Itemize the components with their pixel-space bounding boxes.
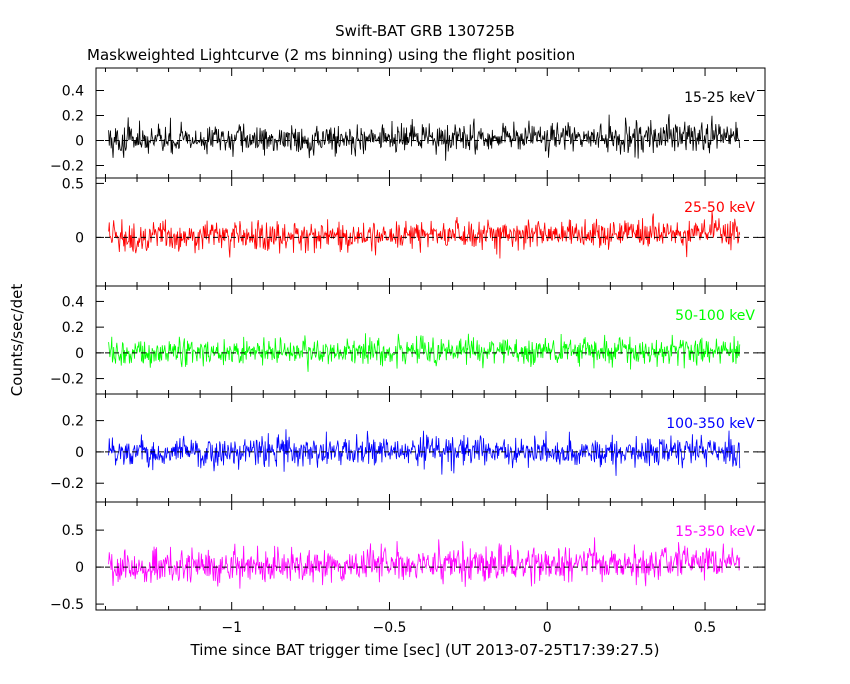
series-line-3	[108, 429, 741, 476]
y-tick-label-0-1: 0	[75, 134, 84, 150]
y-tick-label-1-0: 0	[75, 230, 84, 246]
y-tick-label-2-1: 0	[75, 346, 84, 362]
panel-frame-4	[95, 501, 766, 611]
chart-subtitle: Maskweighted Lightcurve (2 ms binning) u…	[87, 46, 575, 64]
y-tick-label-3-2: 0.2	[62, 414, 84, 430]
panel-3: −0.2 0 0.2 100-350 keV	[50, 393, 766, 503]
series-line-2	[108, 333, 741, 372]
panel-label-3: 100-350 keV	[666, 416, 755, 432]
x-tick-label-2: 0	[543, 620, 552, 636]
series-line-4	[108, 537, 741, 589]
panel-4: −0.5 0 0.5 15-350 keV	[50, 501, 766, 613]
y-tick-label-0-0: −0.2	[50, 159, 84, 175]
panel-0: −0.2 0 0.2 0.4 15-25 keV	[50, 67, 766, 179]
chart-title: Swift-BAT GRB 130725B	[335, 22, 515, 40]
x-tick-label-1: −0.5	[372, 620, 406, 636]
panel-2: −0.2 0 0.2 0.4 50-100 keV	[50, 285, 766, 395]
y-tick-label-3-1: 0	[75, 445, 84, 461]
panel-frame-0	[95, 67, 766, 179]
panel-label-4: 15-350 keV	[675, 524, 755, 540]
x-tick-label-3: 0.5	[694, 620, 716, 636]
series-line-1	[108, 211, 741, 259]
y-tick-label-1-1: 0.5	[62, 176, 84, 192]
panel-label-1: 25-50 keV	[684, 200, 755, 216]
y-tick-label-4-1: 0	[75, 560, 84, 576]
y-tick-label-0-2: 0.2	[62, 109, 84, 125]
series-line-0	[108, 114, 741, 161]
y-axis-label: Counts/sec/det	[8, 284, 26, 397]
y-tick-label-4-2: 0.5	[62, 523, 84, 539]
x-axis-label: Time since BAT trigger time [sec] (UT 20…	[190, 641, 660, 659]
panel-label-2: 50-100 keV	[675, 308, 755, 324]
y-tick-label-3-0: −0.2	[50, 476, 84, 492]
y-tick-label-0-3: 0.4	[62, 84, 84, 100]
panel-1: 0 0.5 25-50 keV	[62, 176, 766, 287]
panels-group: −0.2 0 0.2 0.4 15-25 keV 0 0.5 25-50 keV −0.2 0 0.…	[50, 67, 766, 636]
panel-frame-2	[95, 285, 766, 395]
y-tick-label-2-3: 0.4	[62, 294, 84, 310]
panel-label-0: 15-25 keV	[684, 90, 755, 106]
y-tick-label-2-2: 0.2	[62, 320, 84, 336]
y-tick-label-4-0: −0.5	[50, 597, 84, 613]
y-tick-label-2-0: −0.2	[50, 372, 84, 388]
x-tick-label-0: −1	[221, 620, 242, 636]
